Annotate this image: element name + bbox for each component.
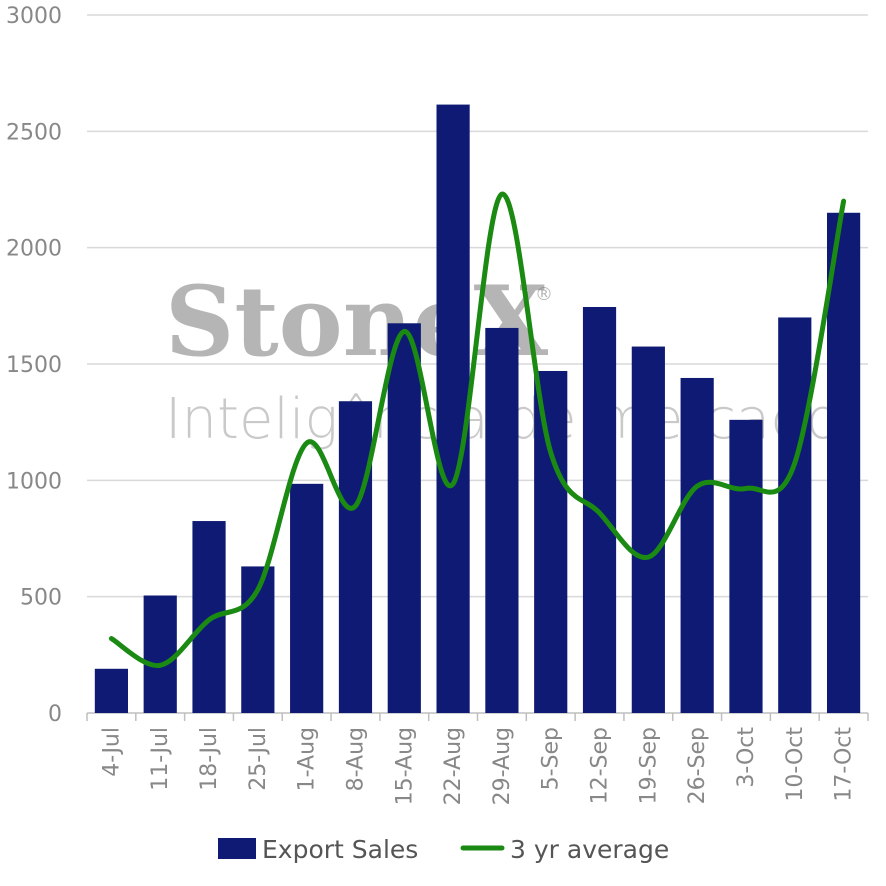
bar-4-Jul [94, 668, 129, 713]
bar-15-Aug [387, 323, 421, 713]
y-tick-label: 1500 [6, 353, 62, 378]
x-tick-label: 26-Sep [685, 727, 710, 804]
legend-swatch-export-sales [218, 838, 256, 859]
legend-label-3yr-average: 3 yr average [510, 835, 669, 864]
x-tick-label: 25-Jul [246, 727, 271, 791]
bar-8-Aug [338, 401, 373, 713]
legend: Export Sales 3 yr average [218, 835, 669, 864]
bar-17-Oct [826, 212, 861, 713]
x-axis-ticks: 4-Jul 11-Jul 18-Jul 25-Jul 1-Aug 8-Aug 15-Aug 2… [99, 727, 856, 806]
bar-3-Oct [729, 419, 763, 713]
bar-26-Sep [680, 377, 714, 713]
y-tick-label: 3000 [6, 4, 62, 29]
bar-22-Aug [436, 104, 470, 714]
watermark-registered-mark: ® [535, 284, 553, 305]
x-tick-label: 3-Oct [734, 727, 759, 788]
x-tick-label: 17-Oct [832, 727, 857, 802]
x-tick-label: 12-Sep [588, 727, 613, 804]
y-tick-label: 2000 [6, 237, 62, 262]
x-tick-label: 29-Aug [490, 727, 515, 805]
x-tick-label: 15-Aug [392, 727, 417, 805]
x-tick-label: 18-Jul [197, 727, 222, 791]
x-tick-label: 4-Jul [99, 727, 124, 777]
bar-series-export-sales [94, 104, 861, 714]
line-path-3yr-average [108, 191, 847, 668]
y-tick-label: 1000 [6, 469, 62, 494]
x-tick-label: 22-Aug [441, 727, 466, 805]
bar-11-Jul [143, 595, 177, 713]
y-tick-label: 500 [20, 586, 62, 611]
legend-label-export-sales: Export Sales [262, 835, 418, 864]
bar-10-Oct [778, 317, 812, 713]
y-tick-label: 0 [48, 702, 62, 727]
x-tick-label: 5-Sep [539, 727, 564, 790]
bar-5-Sep [534, 370, 568, 713]
y-tick-label: 2500 [6, 120, 62, 145]
x-tick-label: 1-Aug [295, 727, 320, 791]
x-tick-label: 10-Oct [783, 727, 808, 802]
line-series-3yr-average [108, 191, 847, 668]
y-axis-ticks: 0 500 1000 1500 2000 2500 3000 [6, 4, 62, 727]
bar-1-Aug [290, 483, 324, 713]
bar-29-Aug [485, 327, 519, 713]
x-tick-label: 19-Sep [636, 727, 661, 804]
x-tick-label: 8-Aug [343, 727, 368, 791]
bar-19-Sep [631, 346, 665, 713]
x-tick-label: 11-Jul [148, 727, 173, 791]
